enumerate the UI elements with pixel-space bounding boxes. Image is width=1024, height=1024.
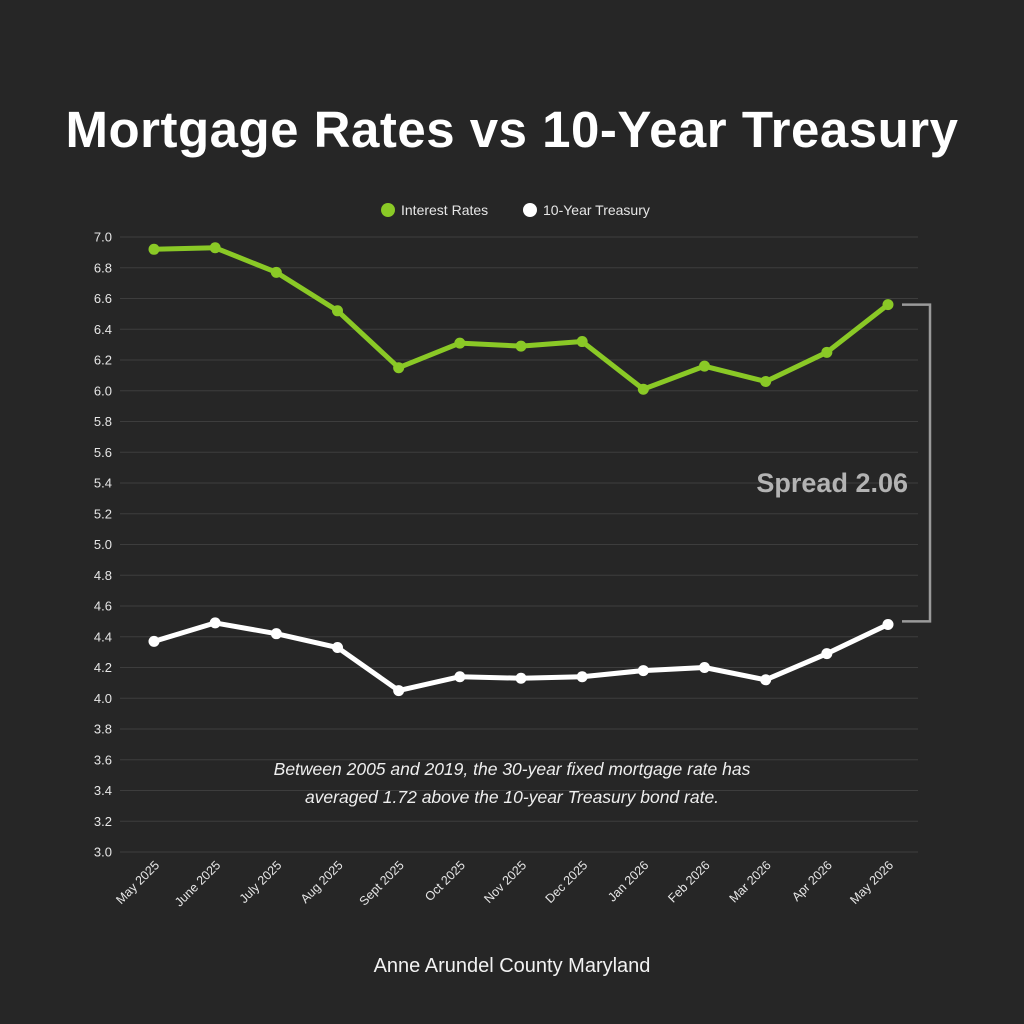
y-axis: 3.0 3.2 3.4 3.6 3.8 4.0 4.2 4.4 4.6 4.8 5.0 5.2 5.4 5… bbox=[94, 230, 112, 860]
y-tick-label: 5.4 bbox=[94, 476, 112, 491]
data-point bbox=[332, 305, 343, 317]
data-point bbox=[760, 674, 772, 686]
x-tick-label: Oct 2025 bbox=[422, 858, 468, 904]
data-point bbox=[821, 648, 833, 660]
note-line-1: Between 2005 and 2019, the 30-year fixed… bbox=[274, 759, 751, 779]
x-tick-label: Jan 2026 bbox=[605, 858, 651, 904]
y-tick-label: 4.4 bbox=[94, 629, 112, 644]
series-lines bbox=[148, 242, 894, 697]
data-point bbox=[148, 635, 160, 647]
chart-title: Mortgage Rates vs 10-Year Treasury bbox=[65, 101, 959, 158]
x-tick-label: Mar 2026 bbox=[727, 858, 774, 905]
y-tick-label: 5.6 bbox=[94, 445, 112, 460]
grid-lines bbox=[120, 236, 918, 853]
footer-caption: Anne Arundel County Maryland bbox=[373, 955, 651, 977]
y-tick-label: 3.2 bbox=[94, 814, 112, 829]
y-tick-label: 4.6 bbox=[94, 599, 112, 614]
data-point bbox=[209, 242, 221, 254]
legend-marker bbox=[381, 203, 395, 217]
x-tick-label: Feb 2026 bbox=[665, 858, 712, 905]
data-point bbox=[393, 685, 405, 697]
data-point bbox=[637, 665, 649, 677]
legend: Interest Rates 10-Year Treasury bbox=[381, 202, 650, 218]
x-tick-label: May 2025 bbox=[113, 858, 162, 907]
x-tick-label: Aug 2025 bbox=[298, 858, 346, 906]
data-point bbox=[209, 617, 221, 629]
data-point bbox=[148, 243, 160, 255]
data-point bbox=[576, 671, 588, 683]
data-point bbox=[270, 628, 282, 640]
x-tick-label: Nov 2025 bbox=[481, 858, 529, 906]
x-tick-label: June 2025 bbox=[172, 858, 223, 909]
data-point bbox=[515, 340, 527, 352]
x-axis: May 2025 June 2025 July 2025 Aug 2025 Sept 2… bbox=[113, 858, 896, 909]
y-tick-label: 3.8 bbox=[94, 722, 112, 737]
y-tick-label: 6.4 bbox=[94, 322, 112, 337]
data-point bbox=[821, 346, 833, 358]
legend-label: 10-Year Treasury bbox=[543, 202, 650, 218]
data-point bbox=[699, 662, 710, 673]
y-tick-label: 6.6 bbox=[94, 291, 112, 306]
y-tick-label: 5.0 bbox=[94, 537, 112, 552]
data-point bbox=[454, 337, 466, 349]
annotations: Spread 2.06 Between 2005 and 2019, the 30… bbox=[274, 303, 932, 807]
x-tick-label: July 2025 bbox=[237, 858, 285, 906]
data-point bbox=[332, 642, 343, 654]
y-tick-label: 5.2 bbox=[94, 506, 112, 521]
y-tick-label: 3.6 bbox=[94, 752, 112, 767]
y-tick-label: 6.0 bbox=[94, 383, 112, 398]
series-line bbox=[151, 245, 891, 392]
data-point bbox=[393, 362, 405, 374]
data-point bbox=[882, 299, 894, 311]
note-line-2: averaged 1.72 above the 10-year Treasury… bbox=[305, 787, 719, 807]
legend-label: Interest Rates bbox=[401, 202, 488, 218]
data-point bbox=[454, 671, 466, 683]
x-tick-label: Apr 2026 bbox=[789, 858, 835, 904]
data-point bbox=[637, 383, 649, 395]
data-point bbox=[699, 360, 710, 372]
x-tick-label: Sept 2025 bbox=[357, 858, 407, 908]
y-tick-label: 4.2 bbox=[94, 660, 112, 675]
y-tick-label: 5.8 bbox=[94, 414, 112, 429]
data-point bbox=[760, 376, 772, 388]
y-tick-label: 6.2 bbox=[94, 353, 112, 368]
data-point bbox=[882, 618, 894, 630]
spread-bracket bbox=[902, 303, 932, 623]
legend-marker bbox=[523, 203, 537, 217]
y-tick-label: 3.0 bbox=[94, 845, 112, 860]
y-tick-label: 6.8 bbox=[94, 260, 112, 275]
data-point bbox=[576, 336, 588, 348]
x-tick-label: May 2026 bbox=[847, 858, 896, 907]
y-tick-label: 7.0 bbox=[94, 230, 112, 245]
x-tick-label: Dec 2025 bbox=[543, 858, 591, 906]
y-tick-label: 4.8 bbox=[94, 568, 112, 583]
y-tick-label: 3.4 bbox=[94, 783, 112, 798]
y-tick-label: 4.0 bbox=[94, 691, 112, 706]
data-point bbox=[270, 266, 282, 278]
spread-label: Spread 2.06 bbox=[756, 468, 908, 498]
data-point bbox=[515, 672, 527, 684]
